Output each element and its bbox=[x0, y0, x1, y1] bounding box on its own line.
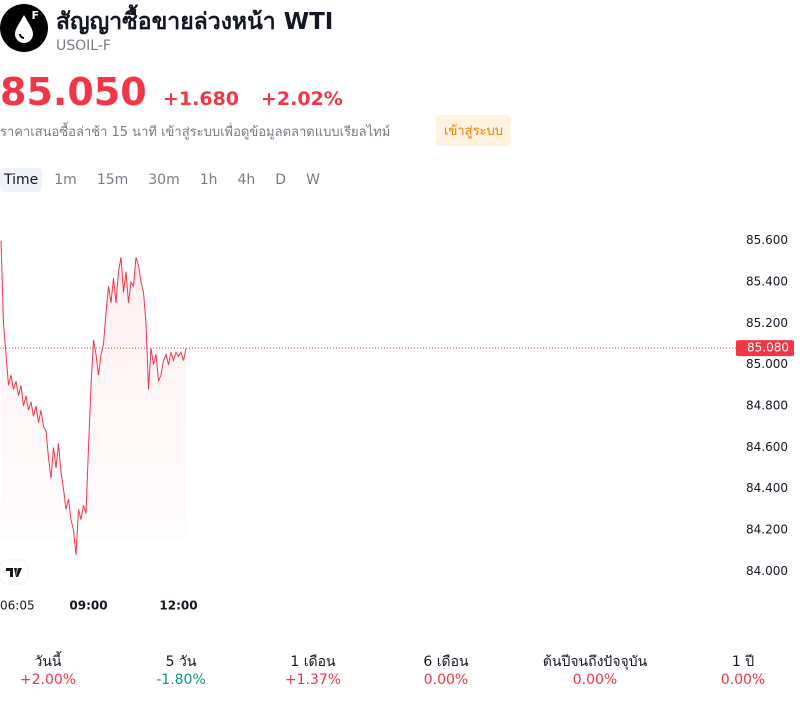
interval-tab[interactable]: D bbox=[275, 172, 287, 188]
y-tick-label: 84.800 bbox=[746, 399, 788, 413]
last-price-tag bbox=[736, 340, 794, 357]
period-label: 1 ปี bbox=[731, 654, 755, 670]
interval-tab[interactable]: 15m bbox=[96, 172, 129, 188]
y-tick-label: 85.200 bbox=[746, 316, 788, 330]
login-button[interactable]: เข้าสู่ระบบ bbox=[436, 115, 512, 146]
interval-tab[interactable]: Time bbox=[0, 168, 43, 192]
period-value: +2.00% bbox=[19, 672, 77, 688]
drop-icon bbox=[15, 15, 33, 43]
chart: 84.000 84.200 84.400 84.600 84.800 85.000 85.2… bbox=[0, 233, 794, 613]
interval-tab[interactable]: 4h bbox=[237, 172, 256, 188]
interval-tab[interactable]: 1m bbox=[54, 172, 77, 188]
period-value: 0.00% bbox=[423, 672, 469, 688]
change: +1.680 bbox=[163, 88, 240, 110]
interval-tabs: Time 1m 15m 30m 1h 4h D W bbox=[0, 168, 328, 192]
period-value: -1.80% bbox=[156, 672, 206, 688]
x-tick-label: 06:05 bbox=[0, 599, 35, 613]
y-tick-label: 85.000 bbox=[746, 357, 788, 371]
period-label: 5 วัน bbox=[165, 654, 197, 670]
period-label: 1 เดือน bbox=[290, 654, 336, 670]
period-value: 0.00% bbox=[720, 672, 766, 688]
interval-tab[interactable]: W bbox=[306, 172, 320, 188]
y-tick-label: 84.600 bbox=[746, 440, 788, 454]
x-tick-label: 09:00 bbox=[69, 599, 107, 613]
y-tick-label: 85.600 bbox=[746, 233, 788, 247]
y-tick-label: 84.400 bbox=[746, 481, 788, 495]
symbol-icon: F bbox=[0, 4, 48, 52]
period-label: 6 เดือน bbox=[423, 654, 469, 670]
symbol: USOIL-F bbox=[56, 38, 111, 54]
period-value: 0.00% bbox=[572, 672, 618, 688]
price: 85.050 bbox=[0, 70, 147, 114]
period-label: ต้นปีจนถึงปัจจุบัน bbox=[542, 654, 648, 670]
tv-logo bbox=[0, 559, 29, 585]
notice: ราคาเสนอซื้อล่าช้า 15 นาที เข้าสู่ระบบเพ… bbox=[0, 125, 391, 140]
y-tick-label: 84.000 bbox=[746, 564, 788, 578]
title: สัญญาซื้อขายล่วงหน้า WTI bbox=[56, 9, 334, 35]
y-tick-label: 85.400 bbox=[746, 275, 788, 289]
last-price-label: 85.080 bbox=[747, 341, 789, 355]
period-value: +1.37% bbox=[284, 672, 342, 688]
icon-letter: F bbox=[31, 9, 39, 22]
x-tick-label: 12:00 bbox=[159, 599, 197, 613]
period-label: วันนี้ bbox=[34, 654, 62, 670]
line-area bbox=[1, 240, 186, 555]
interval-tab[interactable]: 1h bbox=[199, 172, 218, 188]
y-tick-label: 84.200 bbox=[746, 523, 788, 537]
interval-tab[interactable]: 30m bbox=[148, 172, 180, 188]
price-line bbox=[0, 240, 187, 555]
change-percent: +2.02% bbox=[261, 88, 343, 110]
